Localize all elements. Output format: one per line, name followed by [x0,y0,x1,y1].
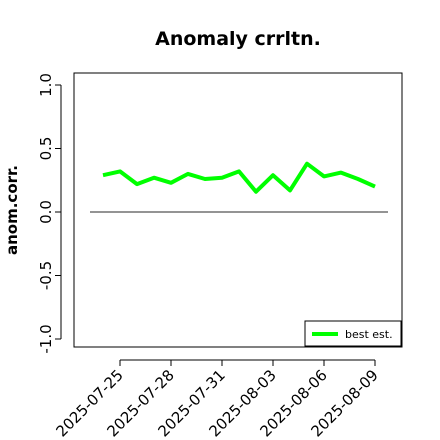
y-tick-label: -1.0 [37,324,55,353]
y-axis-label: anom.corr. [3,165,21,255]
legend: best est. [304,320,402,347]
y-tick-label: -0.5 [37,261,55,290]
y-tick-label: 0.5 [37,137,55,161]
chart-title: Anomaly crrltn. [155,28,321,50]
plot-area-frame [73,72,403,348]
series-line-best-estimate [102,161,376,194]
y-tick-label: 1.0 [37,73,55,97]
y-tick-label: 0.0 [37,200,55,224]
legend-label: best est. [345,328,393,341]
